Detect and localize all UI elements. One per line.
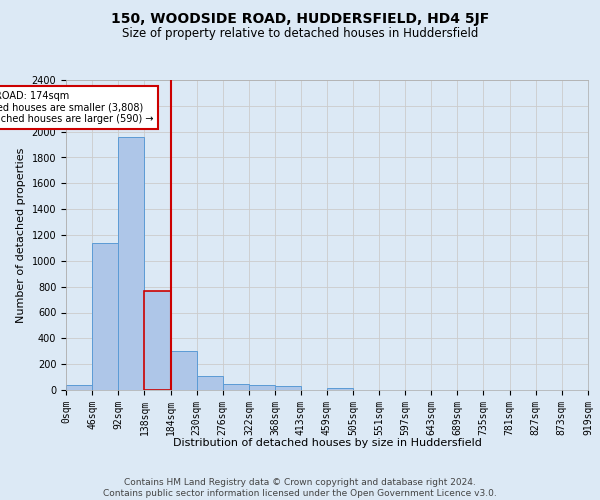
Bar [223,384,249,390]
X-axis label: Distribution of detached houses by size in Huddersfield: Distribution of detached houses by size … [173,438,481,448]
Bar [92,243,118,390]
Bar [66,386,92,390]
Bar [249,385,275,390]
Text: 150, WOODSIDE ROAD, HUDDERSFIELD, HD4 5JF: 150, WOODSIDE ROAD, HUDDERSFIELD, HD4 5J… [111,12,489,26]
Text: Size of property relative to detached houses in Huddersfield: Size of property relative to detached ho… [122,28,478,40]
Bar [327,388,353,390]
Text: Contains HM Land Registry data © Crown copyright and database right 2024.
Contai: Contains HM Land Registry data © Crown c… [103,478,497,498]
Y-axis label: Number of detached properties: Number of detached properties [16,148,26,322]
Bar [275,386,301,390]
Text: 150 WOODSIDE ROAD: 174sqm
← 87% of detached houses are smaller (3,808)
13% of se: 150 WOODSIDE ROAD: 174sqm ← 87% of detac… [0,91,154,124]
Bar [145,290,170,390]
Bar [118,137,145,390]
Bar [197,376,223,390]
Bar [170,351,197,390]
